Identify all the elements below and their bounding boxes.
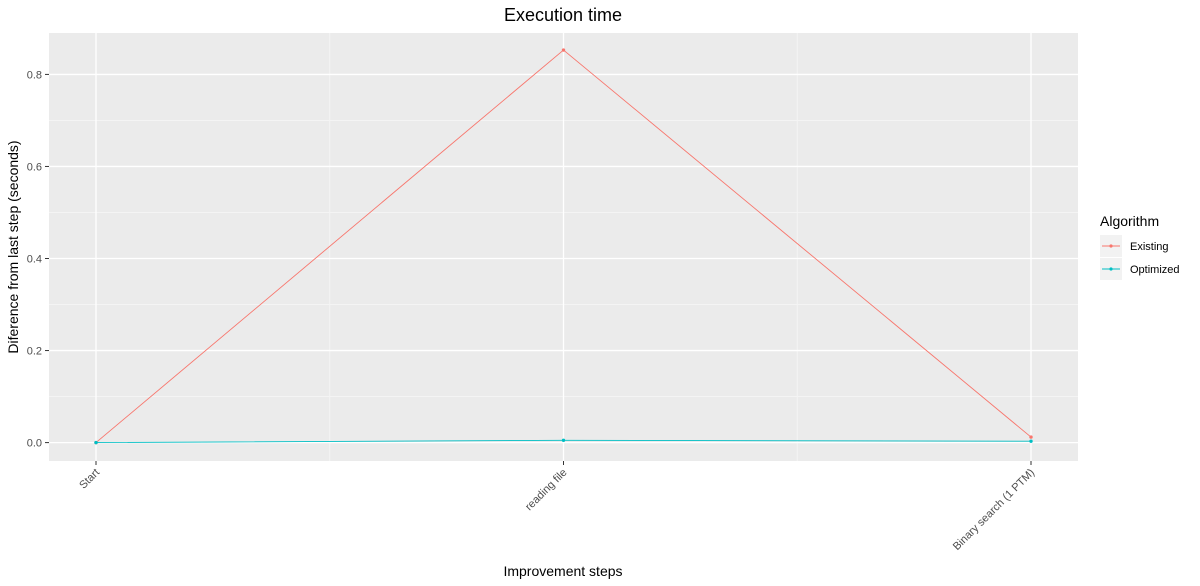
data-point-optimized: [94, 440, 98, 445]
series-layer: [94, 48, 1033, 445]
data-point-existing: [1029, 435, 1033, 439]
legend-title: Algorithm: [1100, 213, 1159, 229]
data-point-existing: [561, 48, 566, 52]
legend-key-point: [1109, 267, 1113, 271]
y-tick-label: 0.2: [27, 346, 42, 358]
y-tick-label: 0.8: [27, 69, 42, 81]
legend-label-optimized: Optimized: [1130, 264, 1180, 276]
x-axis: Start reading file Binary search (1 PTM): [77, 461, 1037, 553]
x-tick-label: reading file: [523, 467, 570, 514]
legend: Algorithm Existing Optimized: [1100, 213, 1180, 280]
y-tick-label: 0.4: [27, 254, 42, 266]
y-axis: 0.0 0.2 0.4 0.6 0.8: [27, 69, 49, 450]
legend-key-point: [1109, 244, 1113, 248]
x-tick-label: Binary search (1 PTM): [951, 467, 1037, 553]
legend-label-existing: Existing: [1130, 241, 1169, 253]
x-axis-title: Improvement steps: [503, 563, 622, 579]
data-point-optimized: [561, 438, 566, 442]
y-tick-label: 0.0: [27, 438, 42, 450]
data-point-optimized: [1029, 439, 1033, 443]
major-gridlines: [49, 33, 1078, 461]
x-tick-label: Start: [77, 467, 102, 492]
y-axis-title: Diference from last step (seconds): [5, 140, 21, 353]
y-tick-label: 0.6: [27, 161, 42, 173]
chart-title: Execution time: [504, 5, 622, 25]
